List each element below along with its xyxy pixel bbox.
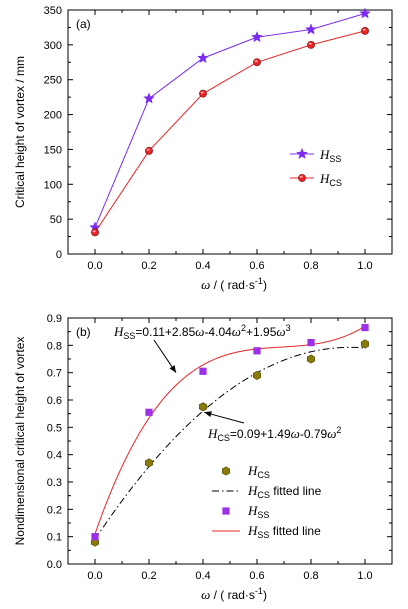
legend-marker — [222, 507, 230, 515]
y-tick-label: 150 — [44, 144, 62, 156]
x-tick-label: 0.2 — [141, 570, 156, 582]
x-tick-label: 0.0 — [87, 570, 102, 582]
x-tick-label: 0.8 — [303, 570, 318, 582]
equation-hcs: HCS=0.09+1.49ω-0.79ω2 — [207, 425, 341, 443]
data-point-ss — [361, 323, 369, 332]
y-tick-label: 0.0 — [47, 559, 62, 571]
y-tick-label: 0.5 — [47, 422, 62, 434]
arrowhead — [204, 411, 212, 418]
y-tick-label: 0.2 — [47, 504, 62, 516]
x-tick-label: 1.0 — [357, 260, 372, 272]
y-tick-label: 50 — [50, 214, 62, 226]
x-tick-label: 0.0 — [87, 260, 102, 272]
legend-marker — [296, 147, 308, 159]
data-point-ss — [91, 533, 99, 541]
data-point-ss — [307, 339, 315, 347]
data-point-cs — [361, 339, 369, 349]
marker-highlight — [308, 42, 312, 45]
y-tick-label: 0 — [56, 249, 62, 261]
y-tick-label: 300 — [44, 40, 62, 52]
marker-highlight — [299, 175, 303, 178]
data-point-ss — [197, 51, 209, 64]
x-tick-label: 0.4 — [195, 570, 210, 582]
data-point-cs — [307, 40, 315, 49]
data-point-cs — [145, 146, 153, 155]
data-point-cs — [307, 354, 315, 364]
legend-label: HCS — [319, 171, 342, 188]
marker-body — [91, 228, 99, 237]
data-point-cs — [253, 58, 261, 67]
data-point-ss — [359, 7, 371, 19]
legend-label: HCS — [247, 463, 270, 480]
y-tick-label: 0.3 — [47, 477, 62, 489]
panel-label: (b) — [76, 325, 91, 339]
data-point-cs — [361, 27, 369, 35]
series-line-cs — [94, 30, 366, 233]
marker-highlight — [92, 230, 96, 233]
legend-marker — [222, 466, 230, 476]
y-tick-label: 0.1 — [47, 532, 62, 544]
x-tick-label: 0.4 — [195, 260, 210, 272]
legend-label: HSS — [247, 503, 269, 520]
fit-line-cs — [94, 346, 366, 540]
fit-line-ss — [94, 325, 366, 535]
x-axis-title: ω / ( rad·s-1) — [201, 586, 267, 602]
legend-label: HSS — [319, 147, 341, 164]
plot-frame — [67, 9, 393, 255]
data-point-ss — [251, 31, 263, 43]
panel-b-chart: 0.0 0.2 0.4 0.6 0.8 1.0 0.0 0.1 0.2 0.3 0.4 0.5 0.6 0… — [13, 313, 393, 602]
arrowhead — [169, 365, 176, 373]
y-tick-label: 0.6 — [47, 395, 62, 407]
data-point-ss — [145, 408, 153, 416]
y-axis-title: Critical height of vortex / mm — [13, 56, 27, 208]
data-point-cs — [199, 89, 207, 98]
data-point-cs — [145, 458, 153, 468]
marker-body — [361, 27, 369, 35]
y-tick-label: 0.9 — [47, 313, 62, 325]
data-point-ss — [199, 367, 207, 375]
data-point-ss — [253, 347, 261, 355]
panel-a-chart: 0.0 0.2 0.4 0.6 0.8 1.0 0 50 100 150 200 250 300 350 (… — [13, 5, 393, 292]
legend-label: HSS fitted line — [247, 523, 321, 540]
y-tick-label: 100 — [44, 179, 62, 191]
x-tick-label: 0.8 — [303, 260, 318, 272]
series-line-ss — [94, 13, 366, 228]
marker-body — [307, 40, 315, 49]
equation-hss: HSS=0.11+2.85ω-4.04ω2+1.95ω3 — [113, 323, 291, 341]
legend-marker — [298, 174, 306, 182]
marker-highlight — [362, 28, 366, 31]
data-point-cs — [253, 370, 261, 380]
x-tick-label: 0.2 — [141, 260, 156, 272]
y-tick-label: 0.7 — [47, 368, 62, 380]
data-point-ss — [143, 92, 155, 104]
panel-label: (a) — [76, 17, 91, 31]
data-point-cs — [91, 228, 99, 237]
marker-highlight — [146, 148, 150, 151]
y-axis-title: Nondimensional critical height of vortex — [13, 337, 27, 546]
y-tick-label: 250 — [44, 75, 62, 87]
y-tick-label: 0.8 — [47, 340, 62, 352]
data-point-cs — [199, 402, 207, 412]
x-tick-label: 1.0 — [357, 570, 372, 582]
x-axis-title: ω / ( rad·s-1) — [201, 276, 267, 292]
marker-body — [253, 58, 261, 67]
marker-highlight — [254, 60, 258, 63]
marker-body — [199, 89, 207, 98]
x-tick-label: 0.6 — [249, 260, 264, 272]
x-tick-label: 0.6 — [249, 570, 264, 582]
data-point-ss — [305, 23, 317, 35]
marker-body — [298, 174, 306, 182]
y-tick-label: 350 — [44, 5, 62, 17]
y-tick-label: 0.4 — [47, 450, 62, 462]
legend-label: HCS fitted line — [247, 483, 322, 500]
marker-highlight — [200, 91, 204, 94]
marker-body — [145, 146, 153, 155]
plot-frame — [67, 317, 393, 565]
y-tick-label: 200 — [44, 110, 62, 122]
